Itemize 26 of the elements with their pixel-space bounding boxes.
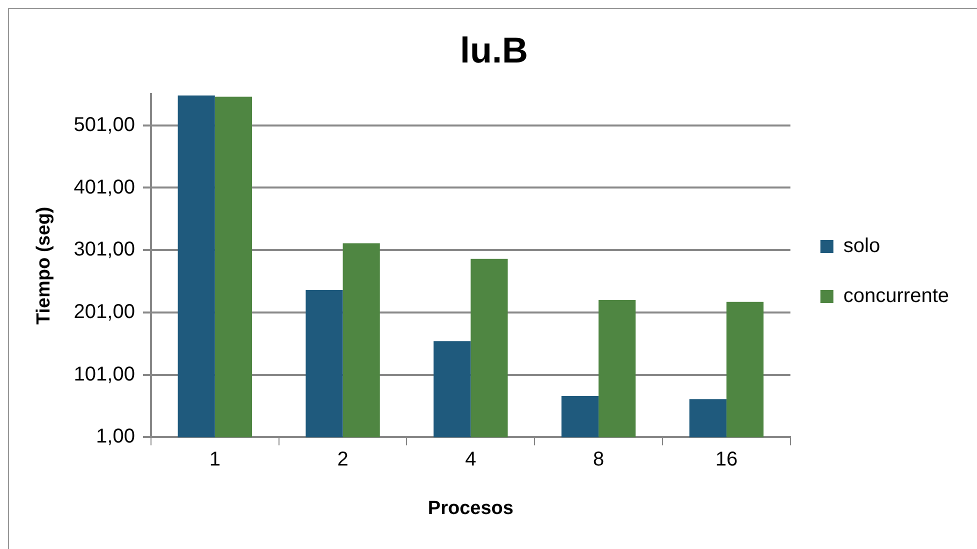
bar bbox=[342, 243, 380, 438]
y-tick-label: 301,00 bbox=[74, 238, 135, 261]
y-tick-label: 201,00 bbox=[74, 300, 135, 323]
y-tick-label: 1,00 bbox=[96, 426, 135, 448]
x-tick-label: 8 bbox=[593, 448, 604, 471]
bar bbox=[598, 300, 636, 438]
bar bbox=[434, 341, 471, 438]
y-tick-label: 101,00 bbox=[74, 363, 135, 386]
x-axis-title: Procesos bbox=[428, 498, 514, 519]
y-tick-label: 401,00 bbox=[74, 176, 135, 198]
x-tick-label: 16 bbox=[715, 448, 738, 471]
y-axis-title: Tiempo (seg) bbox=[34, 206, 55, 325]
bar bbox=[561, 396, 599, 438]
bar bbox=[306, 290, 343, 438]
bar bbox=[470, 258, 508, 438]
legend-label: solo bbox=[843, 235, 880, 258]
x-tick-label: 2 bbox=[337, 448, 348, 471]
chart-title: lu.B bbox=[460, 30, 528, 71]
bar bbox=[214, 96, 252, 438]
y-tick-label: 501,00 bbox=[74, 114, 135, 136]
x-tick-label: 4 bbox=[465, 448, 476, 471]
bar bbox=[178, 95, 215, 438]
bar bbox=[726, 302, 764, 438]
bar bbox=[689, 399, 726, 438]
x-tick-label: 1 bbox=[209, 448, 220, 471]
legend-label: concurrente bbox=[843, 285, 950, 308]
